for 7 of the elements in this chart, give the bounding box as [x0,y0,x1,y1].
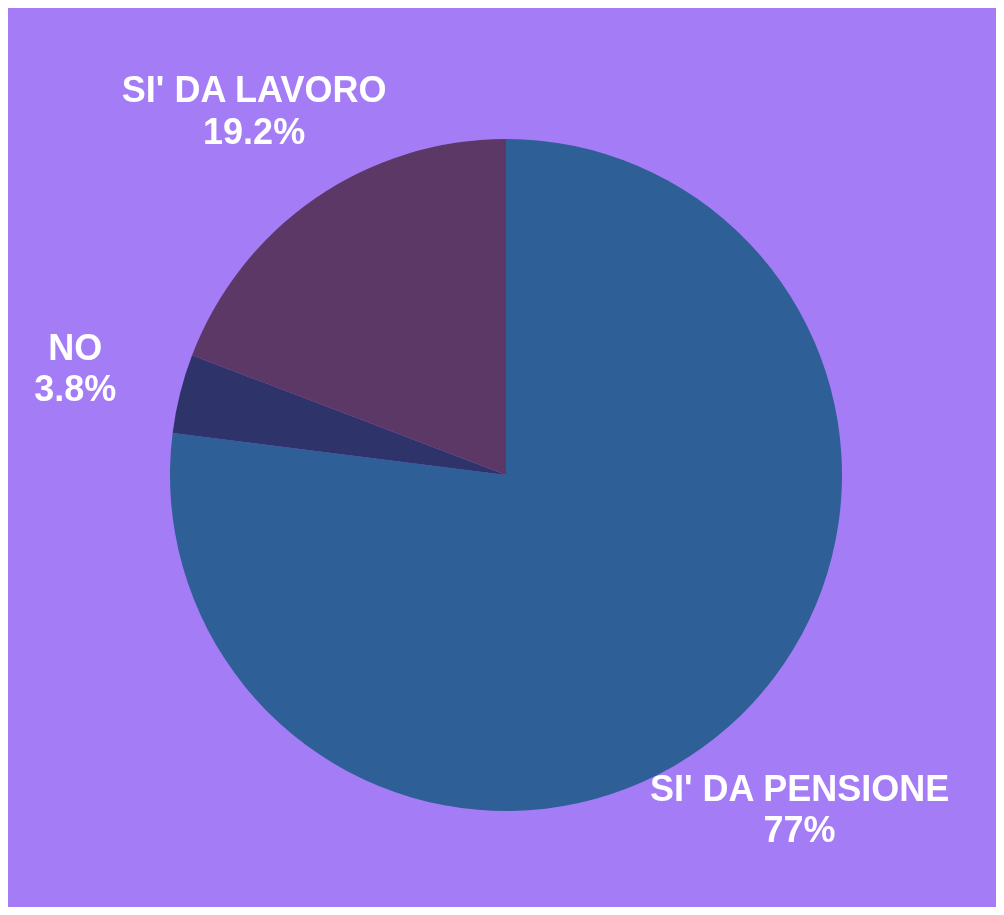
slice-label: NO [48,327,103,369]
slice-label: SI' DA PENSIONE [649,767,950,809]
data-label: 3.8% [34,368,117,410]
pie-slice [172,355,506,475]
slice-label: SI' DA LAVORO [121,69,387,111]
data-label: 19.2% [203,110,306,152]
data-label: 77% [763,809,836,851]
